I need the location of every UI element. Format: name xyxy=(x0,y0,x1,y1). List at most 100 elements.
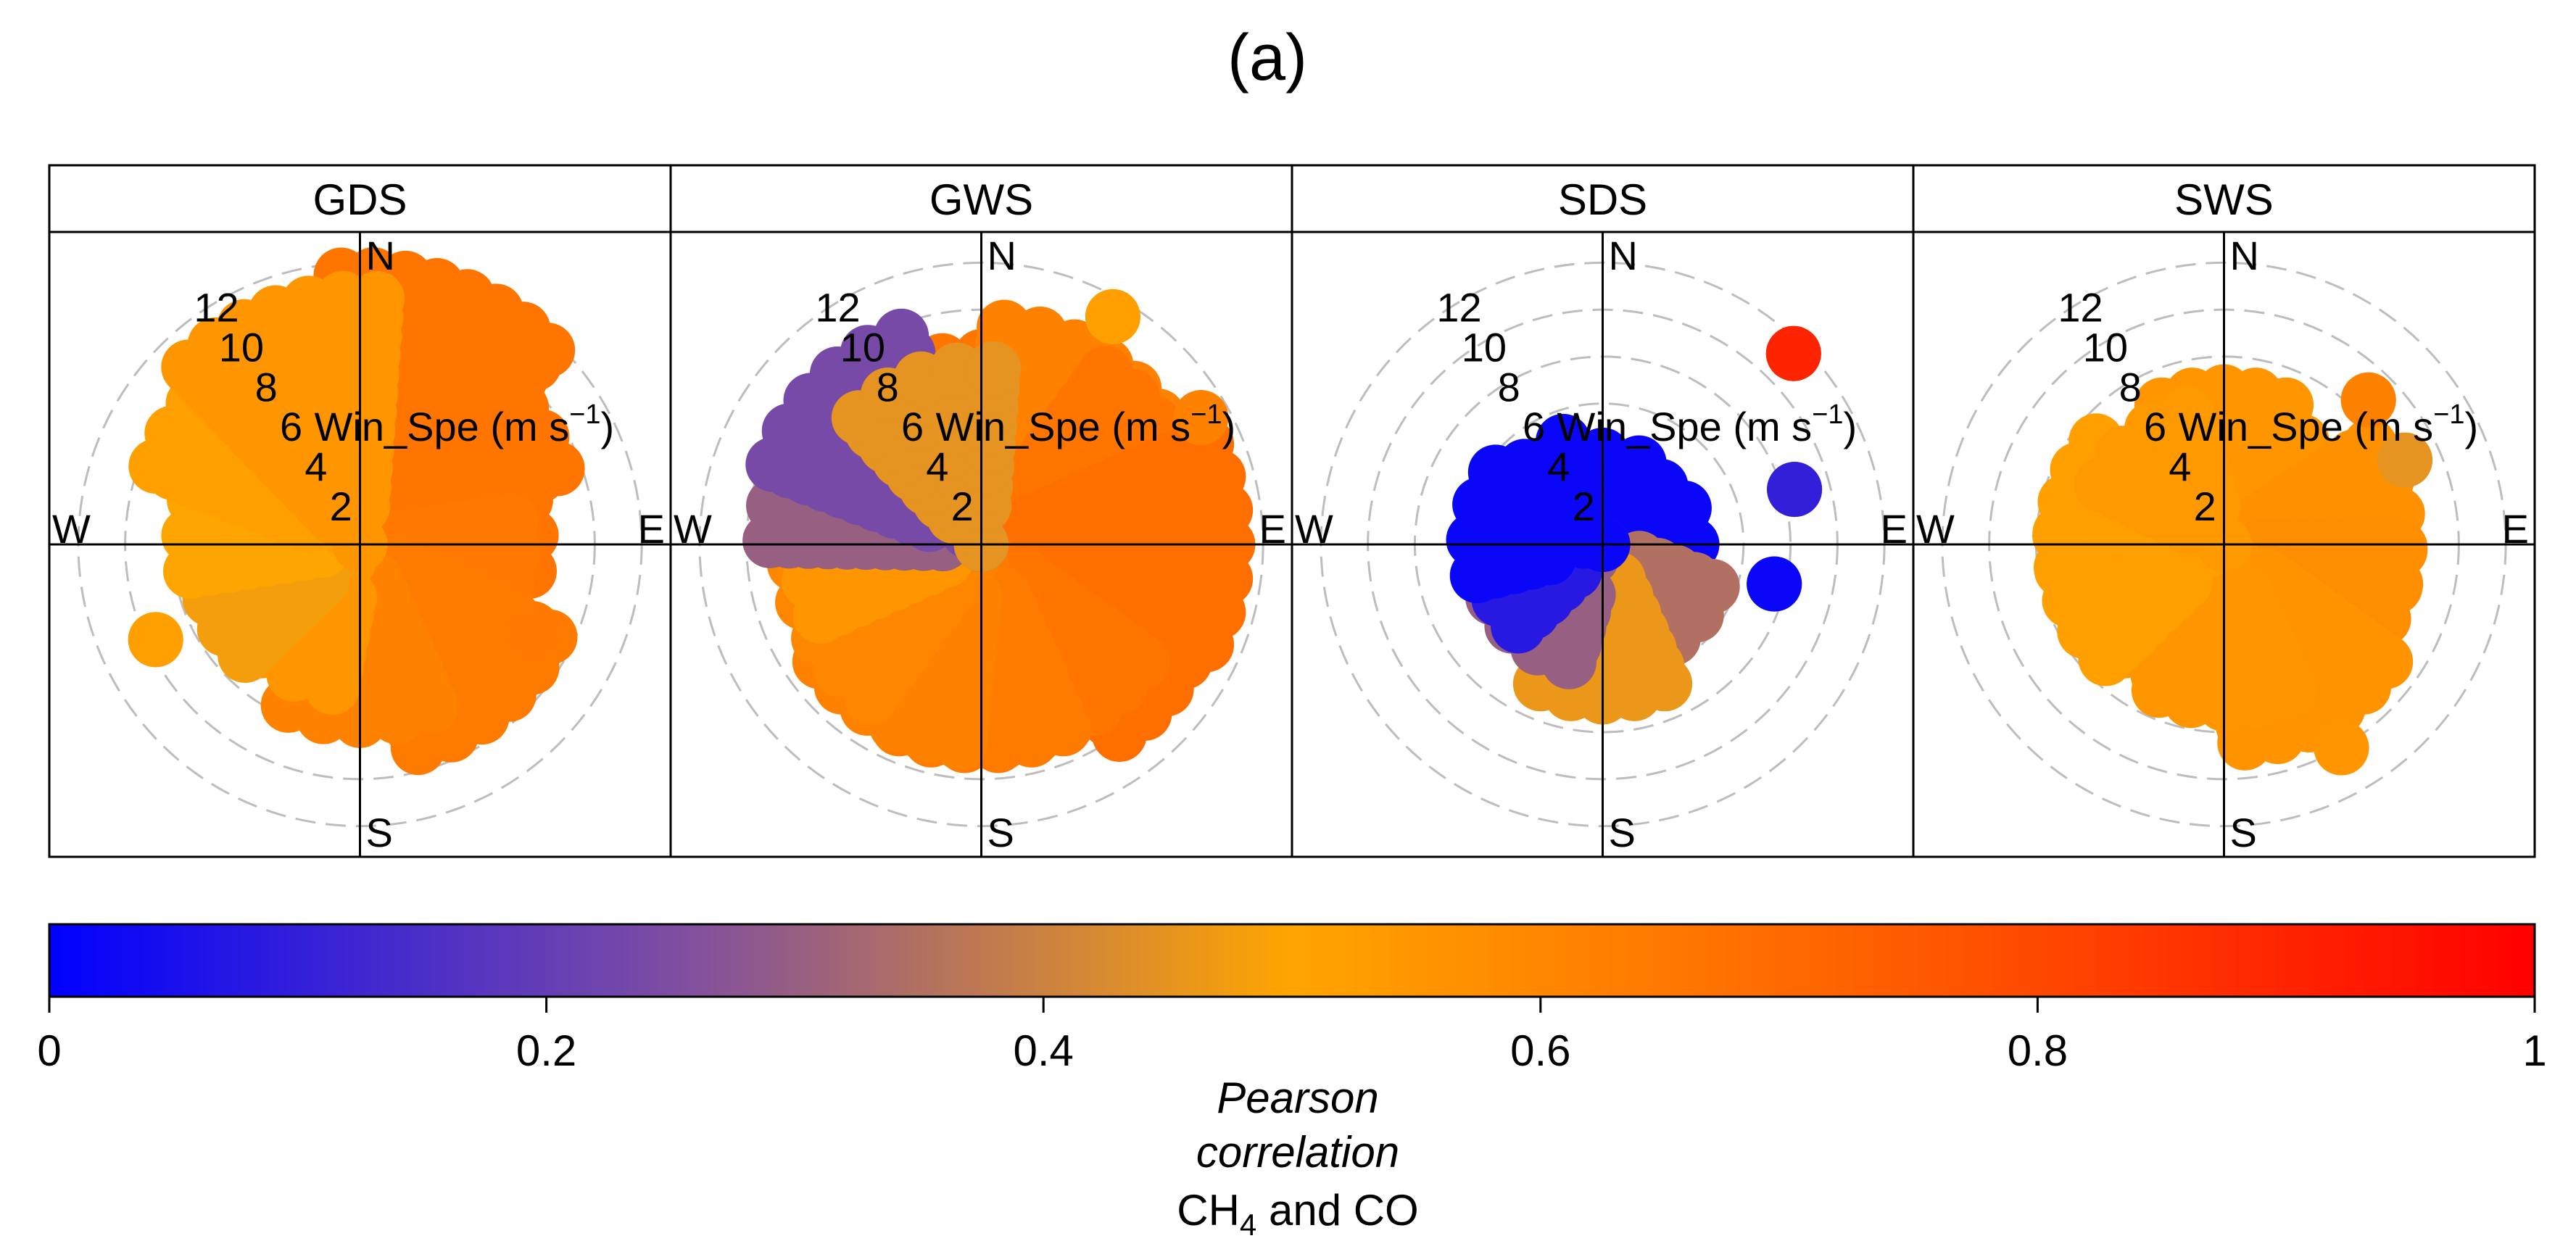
panel-strip xyxy=(1291,164,1915,233)
species-prefix: CH xyxy=(1177,1186,1240,1235)
data-cluster xyxy=(1747,556,1802,612)
data-cluster xyxy=(2340,372,2396,428)
data-cluster xyxy=(2074,386,2252,572)
colorbar-label-line2: correlation xyxy=(1196,1128,1399,1177)
radial-tick-label: 8 xyxy=(1498,364,1520,410)
colorbar-tick-label: 0.4 xyxy=(1013,1026,1073,1075)
compass-n: N xyxy=(366,233,395,278)
colorbar-tick-label: 0.6 xyxy=(1510,1026,1570,1075)
compass-n: N xyxy=(2230,233,2259,278)
radial-tick-label: 12 xyxy=(194,284,239,330)
data-point xyxy=(520,323,576,378)
data-cluster xyxy=(161,270,405,572)
radial-tick-label: 10 xyxy=(219,324,264,370)
colorbar-label-line1: Pearson xyxy=(1217,1074,1378,1122)
radial-tick-label: 10 xyxy=(1462,324,1507,370)
data-cluster xyxy=(1085,289,1140,344)
radial-tick-label: 2 xyxy=(951,484,974,529)
compass-w: W xyxy=(674,506,712,552)
panel-strip xyxy=(669,164,1293,233)
radial-tick-label: 4 xyxy=(926,444,948,489)
compass-s: S xyxy=(2230,810,2257,855)
data-point xyxy=(2158,386,2214,441)
radial-axis-label: Win_Spe (m s−1) xyxy=(936,399,1236,449)
radial-tick-label: 6 xyxy=(901,404,924,449)
compass-e: E xyxy=(1881,506,1908,552)
compass-w: W xyxy=(52,506,91,552)
data-point xyxy=(1173,390,1229,446)
compass-e: E xyxy=(1259,506,1286,552)
colorbar-tick-label: 0.2 xyxy=(516,1026,576,1075)
data-point xyxy=(1747,556,1802,612)
radial-tick-label: 12 xyxy=(815,284,860,330)
panel-border xyxy=(1912,231,2536,858)
colorbar-tick-label: 1 xyxy=(2522,1026,2546,1075)
radial-tick-label: 8 xyxy=(255,364,278,410)
radial-tick-label: 8 xyxy=(877,364,899,410)
compass-n: N xyxy=(1609,233,1638,278)
data-cluster xyxy=(831,341,1022,572)
data-cluster xyxy=(128,612,183,668)
data-point xyxy=(874,308,929,364)
radial-tick-label: 6 xyxy=(2144,404,2166,449)
species-subscript: 4 xyxy=(1240,1208,1256,1242)
panel-title: GDS xyxy=(312,175,407,224)
data-point xyxy=(1085,289,1140,344)
data-cluster xyxy=(1472,413,1631,572)
data-cluster xyxy=(2377,432,2432,488)
radial-axis-label: Win_Spe (m s−1) xyxy=(315,399,615,449)
data-point xyxy=(966,341,1022,397)
compass-w: W xyxy=(1916,506,1955,552)
compass-e: E xyxy=(638,506,665,552)
radial-tick-label: 6 xyxy=(1523,404,1545,449)
colorbar-species-label: CH4 and CO xyxy=(1177,1186,1418,1242)
data-cluster xyxy=(2314,720,2369,776)
panel-strip xyxy=(1912,164,2536,233)
radial-tick-label: 4 xyxy=(305,444,327,489)
compass-n: N xyxy=(987,233,1016,278)
radial-tick-label: 8 xyxy=(2119,364,2142,410)
radial-axis-label: Win_Spe (m s−1) xyxy=(1557,399,1858,449)
data-cluster xyxy=(1173,390,1229,446)
data-cluster xyxy=(1765,325,1821,381)
panel-title: SWS xyxy=(2174,175,2274,224)
colorbar-gradient xyxy=(48,923,2536,998)
radial-tick-label: 10 xyxy=(2083,324,2128,370)
data-point xyxy=(2314,720,2369,776)
data-point xyxy=(1767,462,1823,518)
compass-w: W xyxy=(1295,506,1333,552)
radial-tick-label: 12 xyxy=(2058,284,2103,330)
colorbar-tick-label: 0.8 xyxy=(2008,1026,2068,1075)
panel-title: GWS xyxy=(929,175,1033,224)
radial-tick-label: 4 xyxy=(2169,444,2191,489)
compass-labels: N E S W xyxy=(674,233,1286,855)
radial-tick-label: 10 xyxy=(840,324,885,370)
radial-tick-label: 4 xyxy=(1547,444,1570,489)
colorbar-tick-label: 0 xyxy=(37,1026,61,1075)
figure-label: (a) xyxy=(1227,22,1307,94)
data-point xyxy=(1536,413,1591,469)
data-point xyxy=(1765,325,1821,381)
colorbar: 0 0.2 0.4 0.6 0.8 1 Pearson correlation CH4 a… xyxy=(37,923,2547,1242)
radial-tick-label: 2 xyxy=(1573,484,1595,529)
compass-labels: N E S W xyxy=(52,233,665,855)
radial-tick-label: 6 xyxy=(280,404,302,449)
compass-labels: N E S W xyxy=(1295,233,1908,855)
colorbar-ticks: 0 0.2 0.4 0.6 0.8 1 xyxy=(37,997,2547,1075)
data-point xyxy=(506,605,561,660)
compass-labels: N E S W xyxy=(1916,233,2529,855)
compass-s: S xyxy=(366,810,393,855)
compass-e: E xyxy=(2502,506,2529,552)
